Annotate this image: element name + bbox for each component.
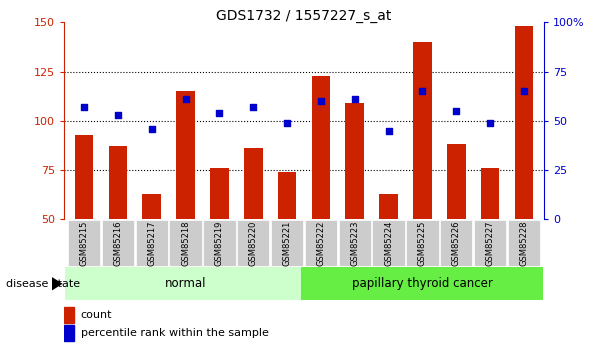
- Point: [384, 128, 393, 133]
- Bar: [514, 26, 533, 219]
- Text: GSM85224: GSM85224: [384, 220, 393, 266]
- Point: [147, 126, 157, 131]
- Text: GDS1732 / 1557227_s_at: GDS1732 / 1557227_s_at: [216, 9, 392, 23]
- Bar: [372, 220, 405, 266]
- Bar: [64, 267, 300, 300]
- Point: [350, 96, 359, 102]
- Text: GSM85218: GSM85218: [181, 220, 190, 266]
- Text: GSM85220: GSM85220: [249, 220, 258, 266]
- Bar: [305, 220, 337, 266]
- Bar: [170, 220, 202, 266]
- Point: [519, 88, 529, 94]
- Bar: [406, 220, 438, 266]
- Text: count: count: [81, 310, 112, 320]
- Text: GSM85226: GSM85226: [452, 220, 461, 266]
- Text: GSM85221: GSM85221: [283, 220, 292, 266]
- Bar: [176, 91, 195, 219]
- Bar: [271, 220, 303, 266]
- Bar: [474, 220, 506, 266]
- Bar: [109, 146, 127, 219]
- Text: GSM85222: GSM85222: [316, 220, 325, 266]
- Text: disease state: disease state: [6, 279, 80, 289]
- Point: [451, 108, 461, 114]
- Text: GSM85228: GSM85228: [519, 220, 528, 266]
- Text: GSM85216: GSM85216: [114, 220, 122, 266]
- Bar: [136, 220, 168, 266]
- Text: GSM85215: GSM85215: [80, 220, 89, 266]
- Text: GSM85227: GSM85227: [486, 220, 494, 266]
- Text: GSM85217: GSM85217: [147, 220, 156, 266]
- Text: papillary thyroid cancer: papillary thyroid cancer: [352, 277, 493, 290]
- Text: normal: normal: [165, 277, 206, 290]
- Point: [485, 120, 495, 126]
- Point: [249, 104, 258, 110]
- Text: GSM85219: GSM85219: [215, 220, 224, 266]
- Bar: [244, 148, 263, 219]
- Point: [282, 120, 292, 126]
- Bar: [64, 307, 74, 323]
- Text: GSM85223: GSM85223: [350, 220, 359, 266]
- Bar: [64, 325, 74, 341]
- Text: percentile rank within the sample: percentile rank within the sample: [81, 328, 269, 338]
- Bar: [142, 194, 161, 219]
- Bar: [440, 220, 472, 266]
- Point: [181, 96, 190, 102]
- Bar: [312, 76, 330, 219]
- Point: [316, 98, 326, 104]
- Bar: [447, 144, 466, 219]
- Text: GSM85225: GSM85225: [418, 220, 427, 266]
- Bar: [345, 103, 364, 219]
- Point: [113, 112, 123, 118]
- Point: [215, 110, 224, 116]
- Bar: [237, 220, 269, 266]
- Bar: [481, 168, 499, 219]
- Bar: [379, 194, 398, 219]
- Bar: [413, 42, 432, 219]
- Polygon shape: [52, 277, 63, 290]
- Point: [418, 88, 427, 94]
- Bar: [102, 220, 134, 266]
- Bar: [203, 220, 236, 266]
- Bar: [339, 220, 371, 266]
- Bar: [508, 220, 540, 266]
- Bar: [75, 135, 94, 219]
- Bar: [68, 220, 100, 266]
- Bar: [210, 168, 229, 219]
- Bar: [302, 267, 544, 300]
- Bar: [278, 172, 296, 219]
- Point: [79, 104, 89, 110]
